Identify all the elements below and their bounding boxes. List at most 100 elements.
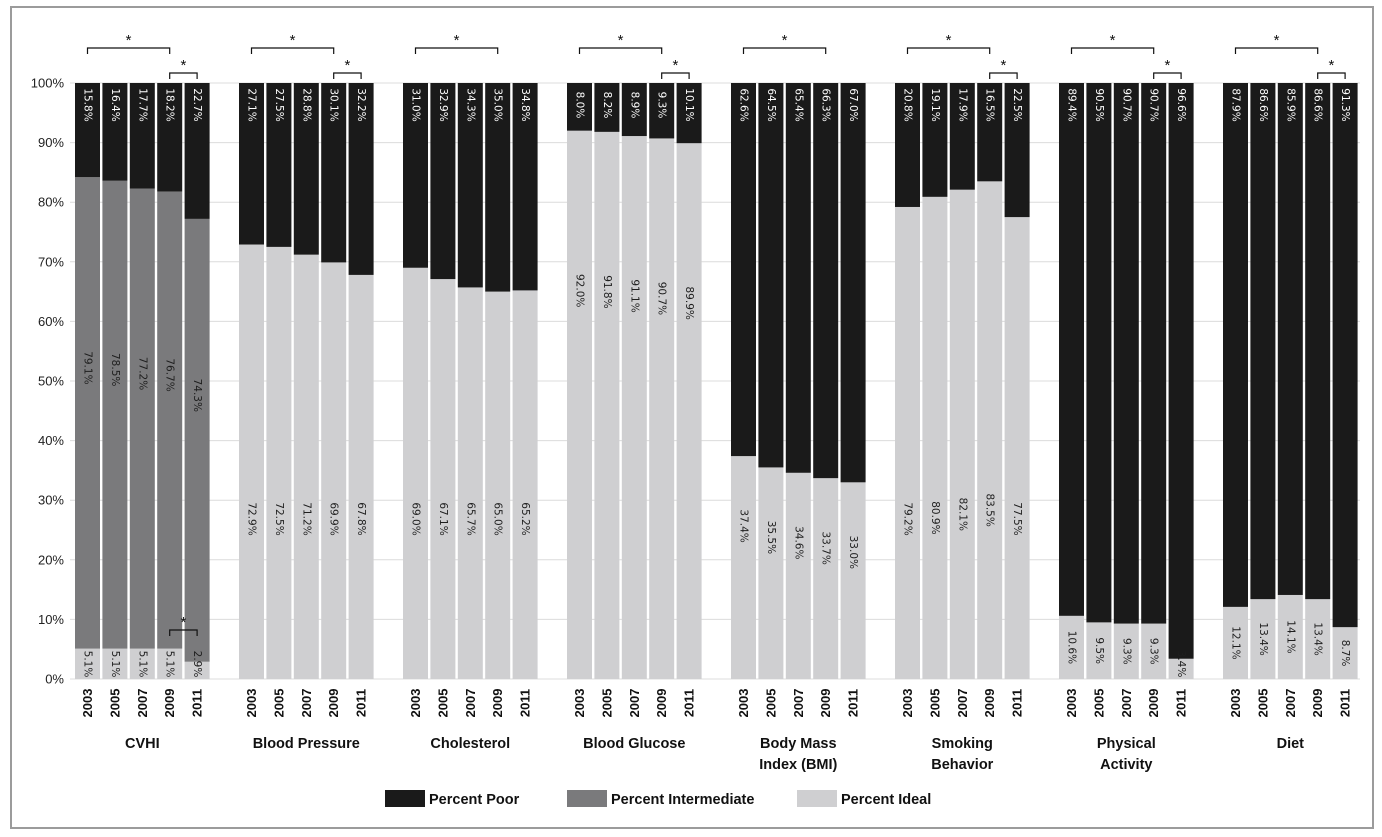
- legend-swatch-ideal: [797, 790, 837, 807]
- x-tick-label: 2011: [846, 689, 861, 717]
- bar-poor-cholesterol-2003: [403, 83, 428, 268]
- bar-ideal-physical-activity-2005: [1086, 622, 1112, 679]
- x-tick-label: 2007: [955, 689, 970, 718]
- x-tick-label: 2003: [244, 689, 259, 718]
- data-labels: 15.8% 79.1% 5.1% 16.4% 78.5% 5.1% 17.7% 77.2% 5.…: [82, 88, 1352, 677]
- data-label-ideal: 65.0%: [492, 502, 504, 535]
- data-label-intermediate: 76.7%: [164, 358, 176, 391]
- x-tick-label: 2011: [190, 689, 205, 717]
- y-tick-label: 60%: [38, 314, 64, 329]
- x-tick-label: 2007: [299, 689, 314, 718]
- data-label-ideal: 91.1%: [628, 279, 640, 312]
- bar-ideal-smoking-behavior-2009: [977, 181, 1003, 679]
- significance-bracket: [333, 72, 362, 79]
- x-tick-label: 2005: [1255, 689, 1270, 718]
- legend-label-poor: Percent Poor: [429, 792, 520, 808]
- bar-ideal-body-mass-index-bmi-2005: [758, 467, 784, 679]
- bar-poor-body-mass-index-bmi-2011: [840, 83, 866, 483]
- bar-poor-physical-activity-2005: [1086, 83, 1112, 623]
- significance-bracket: [1070, 47, 1155, 54]
- data-label-poor: 90.7%: [1148, 88, 1160, 121]
- bar-ideal-physical-activity-2011: [1168, 658, 1194, 679]
- data-label-poor: 8.9%: [628, 92, 640, 119]
- data-label-ideal: 80.9%: [929, 501, 941, 534]
- bar-poor-body-mass-index-bmi-2009: [813, 83, 839, 479]
- data-label-poor: 16.4%: [109, 88, 121, 121]
- data-label-poor: 9.3%: [656, 92, 668, 119]
- bar-poor-blood-pressure-2003: [239, 83, 264, 245]
- bar-ideal-blood-pressure-2009: [321, 262, 347, 679]
- data-label-poor: 96.6%: [1175, 88, 1187, 121]
- group-labels: CVHI Blood Pressure Cholesterol Blood Gluco…: [125, 736, 1304, 773]
- bar-ideal-smoking-behavior-2003: [895, 206, 920, 679]
- data-label-poor: 64.5%: [765, 88, 777, 121]
- bar-poor-body-mass-index-bmi-2003: [731, 83, 756, 457]
- bars: [75, 83, 1358, 680]
- x-tick-label: 2003: [572, 689, 587, 718]
- data-label-ideal: 67.1%: [437, 502, 449, 535]
- bar-ideal-body-mass-index-bmi-2003: [731, 456, 756, 679]
- y-tick-label: 20%: [38, 552, 64, 567]
- bar-ideal-cvhi-2011: [184, 661, 210, 679]
- significance-star: *: [1328, 57, 1334, 74]
- x-tick-label: 2007: [791, 689, 806, 718]
- data-label-poor: 90.7%: [1120, 88, 1132, 121]
- x-tick-label: 2003: [80, 689, 95, 718]
- data-label-poor: 91.3%: [1339, 88, 1351, 121]
- bar-ideal-blood-pressure-2003: [239, 244, 264, 680]
- data-label-poor: 87.9%: [1230, 88, 1242, 121]
- data-label-ideal: 83.5%: [984, 493, 996, 526]
- group-label: Index (BMI): [759, 757, 837, 773]
- bar-ideal-smoking-behavior-2005: [922, 196, 948, 679]
- data-label-ideal: 8.7%: [1339, 640, 1351, 667]
- significance-bracket: [989, 72, 1018, 79]
- data-label-ideal: 33.0%: [847, 536, 859, 569]
- data-label-poor: 66.3%: [820, 88, 832, 121]
- data-label-ideal: 67.8%: [355, 502, 367, 535]
- data-label-ideal: 90.7%: [656, 282, 668, 315]
- data-label-poor: 28.8%: [300, 88, 312, 121]
- bar-intermediate-cvhi-2005: [102, 180, 128, 649]
- significance-star: *: [782, 32, 788, 49]
- bar-intermediate-cvhi-2007: [129, 188, 155, 649]
- data-label-ideal: 77.5%: [1011, 502, 1023, 535]
- x-tick-label: 2011: [518, 689, 533, 717]
- data-label-poor: 19.1%: [929, 88, 941, 121]
- significance-brackets: * * * * * * * * * * * * * * *: [86, 32, 1346, 636]
- bar-ideal-blood-glucose-2007: [621, 136, 647, 679]
- y-tick-label: 90%: [38, 135, 64, 150]
- x-tick-label: 2009: [654, 689, 669, 718]
- bar-ideal-physical-activity-2003: [1059, 615, 1084, 679]
- bar-poor-cvhi-2005: [102, 83, 128, 181]
- bar-ideal-diet-2005: [1250, 599, 1276, 679]
- bar-ideal-cvhi-2003: [75, 648, 100, 679]
- data-label-poor: 16.5%: [984, 88, 996, 121]
- significance-bracket: [250, 47, 335, 54]
- significance-star: *: [672, 57, 678, 74]
- x-tick-label: 2011: [682, 689, 697, 717]
- x-tick-label: 2003: [900, 689, 915, 718]
- bar-ideal-cholesterol-2007: [457, 287, 483, 679]
- group-label: Body Mass: [760, 736, 837, 752]
- legend-swatch-intermediate: [567, 790, 607, 807]
- significance-star: *: [454, 32, 460, 49]
- y-tick-label: 0%: [45, 672, 64, 687]
- significance-bracket: [414, 47, 499, 54]
- bar-poor-blood-glucose-2005: [594, 83, 620, 132]
- x-tick-label: 2011: [354, 689, 369, 717]
- data-label-poor: 10.1%: [683, 88, 695, 121]
- data-label-ideal: 33.7%: [820, 531, 832, 564]
- bar-poor-blood-pressure-2007: [293, 83, 319, 255]
- x-tick-label: 2003: [408, 689, 423, 718]
- x-tick-label: 2005: [1091, 689, 1106, 718]
- bar-poor-blood-glucose-2009: [649, 83, 675, 139]
- data-label-poor: 22.7%: [191, 88, 203, 121]
- data-label-poor: 65.4%: [792, 88, 804, 121]
- bar-ideal-cholesterol-2005: [430, 279, 456, 679]
- bar-poor-cholesterol-2005: [430, 83, 456, 280]
- bar-ideal-blood-pressure-2007: [293, 254, 319, 679]
- data-label-ideal: 2.9%: [191, 651, 203, 678]
- data-label-poor: 32.2%: [355, 88, 367, 121]
- significance-bracket: [1234, 47, 1319, 54]
